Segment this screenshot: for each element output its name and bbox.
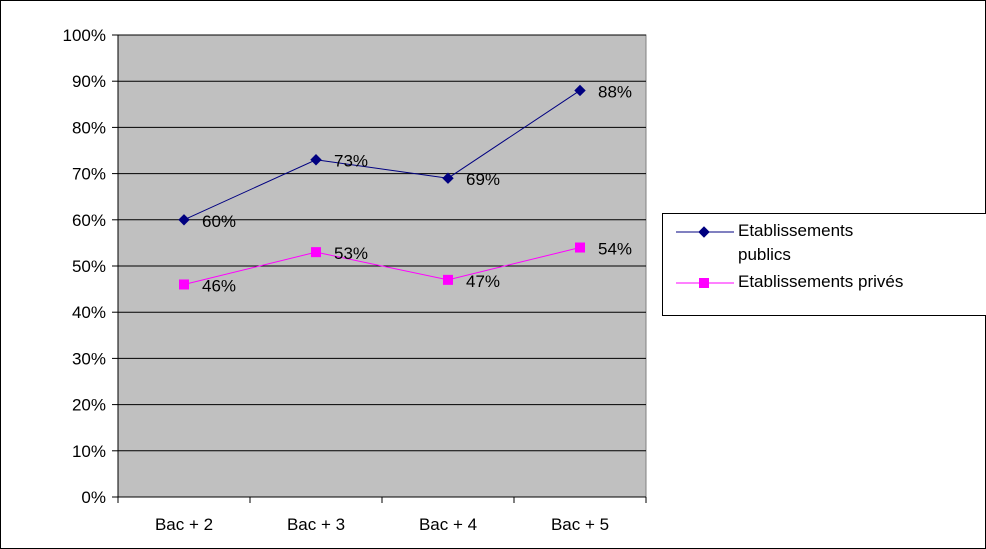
- legend-marker: [699, 278, 709, 288]
- series-1: 60% 73% 69% 88%: [178, 82, 632, 231]
- data-label: 46%: [202, 276, 236, 295]
- data-point: [310, 154, 322, 166]
- legend-item-1: Etablissements publics: [676, 221, 853, 264]
- data-point: [575, 242, 585, 253]
- y-tick-label: 90%: [72, 72, 106, 91]
- data-label: 54%: [598, 240, 632, 259]
- series-2: 46% 53% 47% 54%: [179, 240, 632, 295]
- x-tick-label: Bac + 4: [419, 515, 477, 534]
- series-line: [183, 247, 581, 285]
- gridlines: [118, 34, 646, 452]
- legend-item-2: Etablissements privés: [676, 272, 903, 291]
- data-label: 73%: [334, 152, 368, 171]
- y-tick-label: 20%: [72, 396, 106, 415]
- data-point: [443, 274, 453, 285]
- data-label: 88%: [598, 82, 632, 101]
- data-point: [179, 279, 189, 290]
- x-axis-tick-labels: Bac + 2 Bac + 3 Bac + 4 Bac + 5: [155, 515, 609, 534]
- legend-marker: [698, 226, 710, 238]
- x-tick-label: Bac + 2: [155, 515, 213, 534]
- data-label: 69%: [466, 170, 500, 189]
- x-tick-label: Bac + 3: [287, 515, 345, 534]
- axes: [112, 34, 647, 503]
- data-label: 53%: [334, 244, 368, 263]
- data-point: [442, 172, 454, 184]
- data-point: [178, 214, 190, 226]
- data-label: 47%: [466, 272, 500, 291]
- x-tick-label: Bac + 5: [551, 515, 609, 534]
- y-axis-tick-labels: 0% 10% 20% 30% 40% 50% 60% 70% 80% 90% 100%: [63, 26, 106, 507]
- y-tick-label: 70%: [72, 165, 106, 184]
- y-tick-label: 10%: [72, 442, 106, 461]
- data-label: 60%: [202, 212, 236, 231]
- series-line: [183, 90, 581, 221]
- legend-label: publics: [738, 245, 791, 264]
- y-tick-label: 40%: [72, 303, 106, 322]
- data-point: [311, 247, 321, 258]
- data-point: [574, 84, 586, 97]
- y-tick-label: 0%: [81, 488, 106, 507]
- legend-label: Etablissements privés: [738, 272, 903, 291]
- legend: Etablissements publics Etablissements priv…: [662, 213, 986, 316]
- series-layer: 60% 73% 69% 88% 46% 53% 47% 54%: [178, 82, 632, 295]
- y-tick-label: 100%: [63, 26, 106, 45]
- y-tick-label: 60%: [72, 211, 106, 230]
- legend-label: Etablissements: [738, 221, 853, 240]
- y-tick-label: 50%: [72, 257, 106, 276]
- legend-box: [662, 213, 986, 316]
- y-tick-label: 30%: [72, 349, 106, 368]
- y-tick-label: 80%: [72, 118, 106, 137]
